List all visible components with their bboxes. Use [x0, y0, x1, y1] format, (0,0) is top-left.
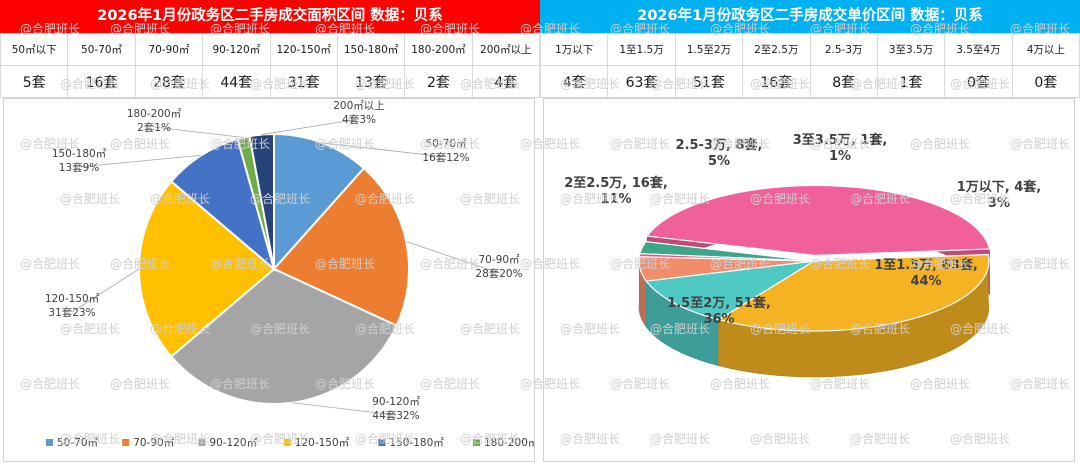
slice-label-name: 70-90㎡ [478, 254, 520, 266]
slice-label-value: 2套1% [137, 121, 171, 134]
price-label-cell: 2.5-3万 [809, 33, 878, 66]
area-panel: 2026年1月份政务区二手房成交面积区间 数据：贝系 50㎡以下 50-70㎡ … [0, 0, 541, 462]
legend-swatch [122, 439, 130, 446]
area-value-cell: 13套 [336, 65, 406, 98]
slice-label-name: 2.5-3万, 8套, [676, 137, 763, 153]
pie-slice-5 [638, 253, 815, 262]
slice-label-name: 1万以下, 4套, [957, 179, 1042, 195]
area-label-cell: 120-150㎡ [269, 33, 338, 66]
price-value-cell: 16套 [742, 65, 811, 98]
pie-slice-1 [645, 184, 991, 257]
area-table: 50㎡以下 50-70㎡ 70-90㎡ 90-120㎡ 120-150㎡ 150… [0, 33, 541, 98]
slice-label-value: 1% [829, 149, 851, 164]
area-panel-title: 2026年1月份政务区二手房成交面积区间 数据：贝系 [0, 0, 540, 33]
price-label-cell: 4万以上 [1011, 33, 1080, 66]
area-pie-chart: 50-70㎡16套12%70-90㎡28套20%90-120㎡44套32%120… [45, 100, 534, 449]
legend-swatch [198, 439, 206, 446]
pie-slice-3 [645, 260, 815, 321]
legend-swatch [473, 439, 480, 446]
slice-label-value: 4套3% [342, 113, 376, 126]
area-value-cell: 28套 [134, 65, 204, 98]
slice-label-value: 44% [910, 274, 941, 289]
leader-line [322, 142, 447, 158]
slice-label-value: 36% [703, 312, 734, 327]
slice-label-value: 31套23% [48, 306, 95, 319]
price-value-cell: 63套 [607, 65, 676, 98]
price-value-cell: 0套 [1011, 65, 1080, 98]
pie-slice-0 [639, 240, 815, 262]
slice-label-value: 5% [708, 154, 730, 169]
price-label-cell: 3.5至4万 [944, 33, 1013, 66]
price-3d-pie-chart: 1万以下, 4套,3% 1至1.5万, 63套,44% 1.5至2万, 51套,36… [564, 132, 1042, 378]
area-label-cell: 200㎡以上 [471, 33, 541, 66]
legend-label: 180-200㎡ [484, 437, 534, 449]
price-panel: 2026年1月份政务区二手房成交单价区间 数据：贝系 1万以下 1至1.5万 1… [539, 0, 1080, 462]
slice-label-name: 90-120㎡ [372, 396, 420, 408]
price-label-cell: 1万以下 [539, 33, 609, 66]
slice-label-name: 120-150㎡ [45, 293, 100, 305]
slice-label-value: 44套32% [372, 409, 419, 422]
price-label-cell: 1.5至2万 [674, 33, 744, 66]
slice-label-name: 200㎡以上 [333, 100, 385, 112]
slice-label-name: 150-180㎡ [52, 148, 107, 160]
area-value-cell: 2套 [404, 65, 473, 98]
legend-swatch [378, 439, 386, 446]
pie-slice-0 [273, 132, 366, 272]
pie-slice-2 [716, 253, 990, 332]
leader-line [71, 268, 140, 313]
pie-slice-2 [169, 267, 398, 405]
legend-label: 120-150㎡ [295, 437, 350, 449]
slice-label-value: 16套12% [422, 151, 469, 164]
price-label-cell: 2至2.5万 [742, 33, 811, 66]
area-label-cell: 90-120㎡ [202, 33, 271, 66]
price-table: 1万以下 1至1.5万 1.5至2万 2至2.5万 2.5-3万 3至3.5万 … [539, 33, 1080, 98]
leader-line [153, 126, 244, 138]
area-value-cell: 4套 [471, 65, 541, 98]
price-label-cell: 3至3.5万 [876, 33, 946, 66]
area-label-cell: 180-200㎡ [404, 33, 473, 66]
price-value-cell: 1套 [876, 65, 946, 98]
slice-label-name: 1.5至2万, 51套, [667, 295, 771, 311]
slice-label-value: 13套9% [59, 161, 100, 174]
area-value-cell: 16套 [67, 65, 136, 98]
slice-label-name: 50-70㎡ [425, 138, 467, 150]
slice-label-name: 3至3.5万, 1套, [793, 132, 888, 148]
area-label-cell: 50-70㎡ [67, 33, 136, 66]
slice-label-value: 3% [988, 196, 1010, 211]
pie-slice-4 [638, 256, 815, 282]
area-label-cell: 70-90㎡ [134, 33, 204, 66]
price-value-cell: 8套 [809, 65, 878, 98]
leader-line [78, 154, 202, 168]
price-label-cell: 1至1.5万 [607, 33, 676, 66]
price-value-cell: 0套 [944, 65, 1013, 98]
legend-label: 50-70㎡ [57, 437, 99, 449]
price-pie-chart-box: 1万以下, 4套, 3% 1至1.5万, 63套, 44% 1.5至2万, 51套, 36… [543, 98, 1075, 462]
area-pie-chart-box: 50-70㎡ 16套12% 70-90㎡ 28套20% 90-120㎡ 44套32% 120… [3, 98, 535, 462]
price-value-cell: 51套 [674, 65, 744, 98]
pie-slice-4 [169, 137, 276, 272]
legend-label: 70-90㎡ [133, 437, 175, 449]
area-value-cell: 44套 [202, 65, 271, 98]
area-value-cell: 5套 [0, 65, 69, 98]
legend-swatch [46, 439, 53, 446]
legend-swatch [283, 439, 291, 446]
slice-label-value: 11% [600, 192, 631, 207]
pie-slice-6 [248, 132, 275, 270]
price-panel-title: 2026年1月份政务区二手房成交单价区间 数据：贝系 [540, 0, 1080, 33]
leader-line [292, 402, 397, 416]
legend-label: 150-180㎡ [389, 437, 444, 449]
area-label-cell: 150-180㎡ [336, 33, 406, 66]
leader-line [261, 118, 360, 135]
slice-label-name: 1至1.5万, 63套, [874, 257, 978, 273]
slice-label-value: 28套20% [475, 267, 522, 280]
area-value-cell: 31套 [269, 65, 338, 98]
legend-label: 90-120㎡ [209, 437, 257, 449]
slice-label-name: 2至2.5万, 16套, [564, 175, 668, 191]
leader-line [406, 241, 500, 274]
area-label-cell: 50㎡以下 [0, 33, 69, 66]
price-value-cell: 4套 [539, 65, 609, 98]
slice-label-name: 180-200㎡ [127, 108, 182, 120]
